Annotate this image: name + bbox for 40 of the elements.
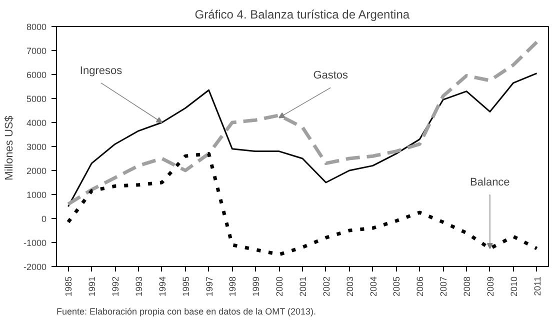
x-tick-label: 1994: [157, 276, 168, 297]
line-series: [66, 152, 539, 256]
x-tick-label: 1993: [134, 276, 144, 297]
y-tick-label: 1000: [26, 190, 47, 200]
y-tick-label: -2000: [23, 262, 47, 272]
y-tick-label: 5000: [26, 94, 47, 104]
x-tick-label: 1992: [110, 276, 121, 297]
x-tick-label: 2002: [321, 276, 332, 297]
x-tick-label: 2008: [462, 276, 472, 297]
x-tick-label: 1998: [228, 276, 238, 297]
annotation: Gastos: [313, 70, 349, 82]
x-tick-label: 1999: [251, 276, 262, 297]
y-tick-label: 0: [41, 214, 47, 224]
x-tick-label: 2000: [274, 276, 285, 297]
y-tick-label: 6000: [26, 70, 47, 80]
y-tick-label: -1000: [23, 238, 47, 248]
annotation: Balance: [470, 176, 510, 188]
x-tick-label: 1991: [87, 276, 98, 297]
x-tick-label: 1985: [64, 276, 74, 297]
x-tick-label: 1995: [180, 276, 191, 297]
x-tick-label: 1997: [204, 276, 214, 297]
y-tick-label: 3000: [26, 142, 47, 152]
y-tick-label: 7000: [26, 46, 47, 56]
x-tick-label: 2005: [392, 276, 402, 297]
chart-title: Gráfico 4. Balanza turística de Argentina: [194, 8, 410, 22]
x-tick-label: 2010: [508, 276, 519, 297]
x-tick-label: 2004: [368, 276, 378, 297]
x-tick-label: 2011: [532, 276, 542, 296]
x-tick-label: 2009: [485, 276, 496, 297]
annotation: Ingresos: [80, 64, 123, 77]
line-series: [66, 40, 539, 206]
y-tick-label: 4000: [26, 118, 47, 128]
x-tick-label: 2003: [344, 276, 355, 297]
source-note: Fuente: Elaboración propia con base en datos de la OMT (2013).: [56, 306, 316, 316]
x-tick-label: 2006: [415, 276, 426, 297]
x-tick-label: 2007: [438, 276, 449, 297]
y-tick-label: 8000: [26, 22, 47, 32]
y-axis-title: Millones US$: [3, 116, 16, 180]
y-tick-label: 2000: [26, 166, 47, 176]
x-tick-label: 2001: [298, 276, 308, 297]
